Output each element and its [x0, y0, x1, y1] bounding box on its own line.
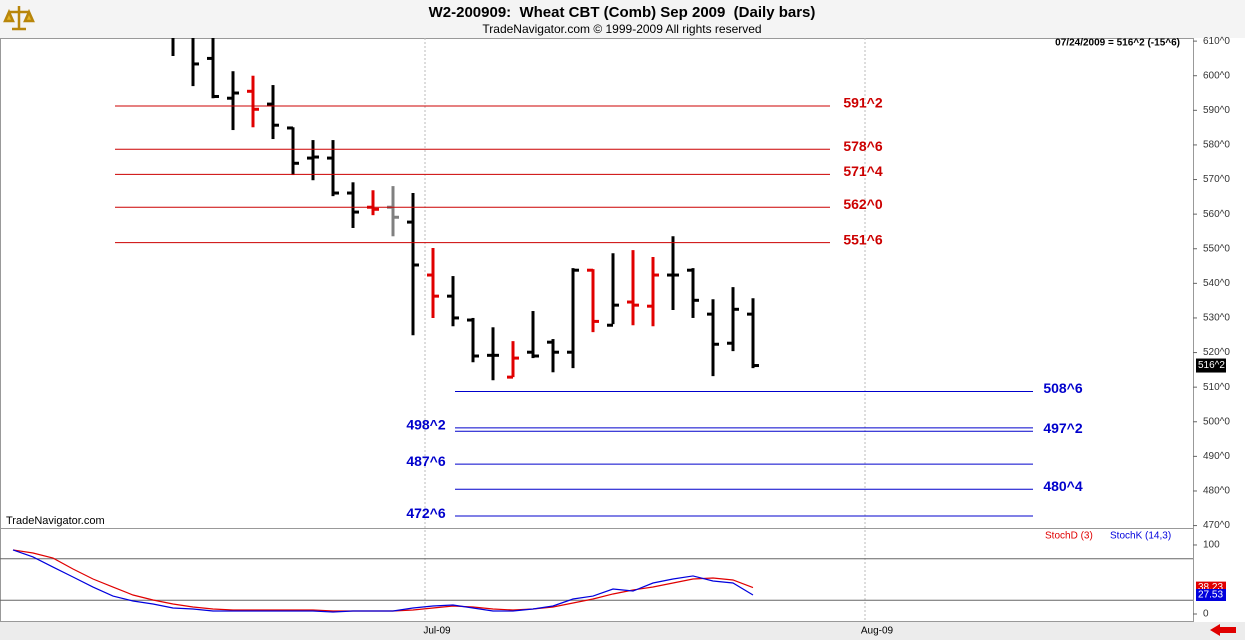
y-tick-label: 530^0	[1203, 313, 1230, 324]
last-price-box	[1196, 358, 1226, 373]
level-label: 480^4	[1043, 478, 1083, 494]
y-tick-label: 470^0	[1203, 520, 1230, 531]
y-tick-label: 520^0	[1203, 347, 1230, 358]
y-tick-label: 100	[1203, 540, 1220, 551]
value-label: 27.53	[1198, 590, 1223, 601]
level-label: 497^2	[1043, 420, 1083, 436]
last-bar-note: 07/24/2009 = 516^2 (-15^6)	[1055, 38, 1180, 49]
y-tick-label: 480^0	[1203, 486, 1230, 497]
watermark: TradeNavigator.com	[6, 515, 105, 527]
value-box	[1196, 588, 1226, 601]
legend-entry: StochK (14,3)	[1110, 531, 1171, 542]
y-tick-label: 0	[1203, 609, 1209, 620]
chart-subtitle: TradeNavigator.com © 1999-2009 All right…	[482, 22, 761, 36]
app-icon[interactable]	[3, 4, 35, 34]
level-label: 508^6	[1043, 380, 1083, 396]
last-price-label: 516^2	[1198, 360, 1225, 371]
level-label: 498^2	[406, 417, 446, 433]
x-tick-label: Jul-09	[423, 626, 451, 637]
level-label: 571^4	[843, 163, 883, 179]
level-label: 472^6	[406, 505, 446, 521]
value-label: 38.23	[1198, 582, 1223, 593]
y-tick-label: 510^0	[1203, 382, 1230, 393]
scroll-button[interactable]	[1207, 623, 1239, 638]
y-tick-label: 610^0	[1203, 36, 1230, 47]
y-tick-label: 560^0	[1203, 209, 1230, 220]
level-label: 591^2	[843, 95, 883, 111]
bars	[171, 38, 759, 381]
stoch-line	[12, 549, 754, 613]
level-label: 487^6	[406, 453, 446, 469]
y-tick-label: 490^0	[1203, 451, 1230, 462]
y-tick-label: 500^0	[1203, 416, 1230, 427]
x-tick-label: Aug-09	[861, 626, 894, 637]
level-label: 562^0	[843, 196, 883, 212]
stoch-panel	[0, 528, 1194, 622]
legend-entry: StochD (3)	[1045, 531, 1093, 542]
y-tick-label: 550^0	[1203, 243, 1230, 254]
level-label: 551^6	[843, 231, 883, 247]
level-label: 578^6	[843, 138, 883, 154]
x-axis-strip	[0, 622, 1245, 640]
y-tick-label: 540^0	[1203, 278, 1230, 289]
y-tick-label: 600^0	[1203, 70, 1230, 81]
chart-title: W2-200909: Wheat CBT (Comb) Sep 2009 (Da…	[429, 4, 816, 21]
y-tick-label: 570^0	[1203, 174, 1230, 185]
y-tick-label: 590^0	[1203, 105, 1230, 116]
header-bar	[0, 0, 1245, 38]
y-tick-label: 580^0	[1203, 140, 1230, 151]
